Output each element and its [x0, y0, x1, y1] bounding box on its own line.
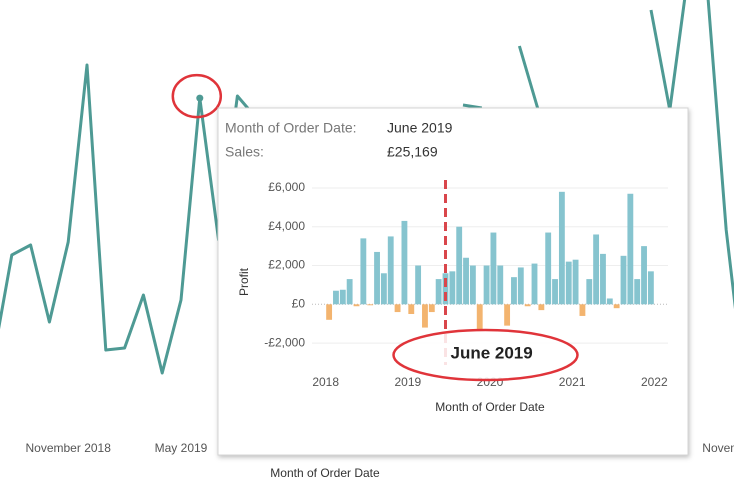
profit-bar: [387, 236, 394, 305]
profit-bar: [326, 304, 333, 320]
profit-bar: [586, 279, 593, 305]
profit-bar: [346, 279, 353, 305]
profit-bar: [435, 279, 442, 305]
profit-bar: [545, 232, 552, 305]
y-tick-label: -£2,000: [264, 335, 305, 349]
profit-bar: [401, 220, 408, 305]
profit-bar: [641, 246, 647, 305]
profit-bar: [552, 279, 558, 305]
profit-bar: [374, 251, 380, 305]
profit-bar: [469, 265, 476, 305]
profit-bar: [606, 298, 613, 305]
tooltip-value: June 2019: [387, 120, 453, 136]
sales-line: [0, 0, 734, 375]
profit-bar: [353, 304, 360, 307]
profit-bar: [367, 304, 374, 306]
profit-bar: [449, 271, 456, 305]
profit-bar: [360, 238, 367, 305]
profit-bar: [415, 265, 422, 305]
tooltip: Month of Order Date: June 2019 Sales: £25,1…: [217, 107, 689, 456]
x-tick-label: November 2021: [702, 441, 734, 455]
profit-bar: [333, 290, 339, 305]
x-tick-label: May 2019: [155, 441, 208, 455]
profit-bar: [538, 304, 545, 311]
profit-bar: [428, 304, 435, 313]
profit-bar: [627, 193, 634, 305]
y-tick-label: £2,000: [268, 258, 305, 272]
profit-bar: [422, 304, 428, 328]
x-tick-label: 2018: [312, 375, 339, 389]
tooltip-label: Sales:: [225, 144, 264, 160]
x-tick-label: November 2018: [26, 441, 112, 455]
x-axis-title: Month of Order Date: [435, 400, 545, 414]
annotation-ring: [392, 328, 579, 382]
profit-bar: [490, 232, 497, 305]
profit-bar: [497, 265, 504, 305]
profit-bar: [593, 234, 600, 305]
profit-bar: [517, 267, 524, 305]
highlight-point: [196, 94, 204, 102]
tooltip-value: £25,169: [387, 144, 438, 160]
profit-bar: [476, 304, 483, 330]
profit-bar: [380, 273, 387, 305]
tooltip-label: Month of Order Date:: [225, 120, 357, 136]
profit-bar: [634, 279, 641, 305]
profit-bar: [620, 255, 627, 305]
profit-bar: [504, 304, 511, 326]
profit-bar: [579, 304, 586, 316]
highlight-ring: [171, 73, 223, 119]
y-tick-label: £4,000: [268, 219, 305, 233]
profit-bar: [600, 253, 606, 305]
x-axis-title: Month of Order Date: [270, 466, 380, 480]
y-tick-label: £6,000: [268, 180, 305, 194]
profit-bar: [456, 226, 463, 305]
annotation-label: June 2019: [451, 343, 533, 362]
profit-bar: [408, 304, 415, 314]
profit-bar: [511, 277, 517, 305]
profit-bar: [613, 304, 620, 309]
profit-bar: [483, 265, 490, 305]
profit-bar: [394, 304, 401, 313]
profit-bar: [339, 289, 346, 305]
profit-bar: [647, 271, 654, 305]
profit-bar: [572, 259, 579, 305]
profit-bar: [463, 257, 469, 305]
x-tick-label: 2019: [394, 375, 421, 389]
profit-bar: [531, 263, 538, 305]
profit-bar: [558, 191, 565, 305]
profit-bar: [442, 273, 449, 305]
x-tick-label: 2021: [559, 375, 586, 389]
y-tick-label: £0: [292, 296, 306, 310]
profit-bar: [524, 304, 531, 307]
profit-bar: [565, 261, 572, 305]
y-axis-title: Profit: [237, 267, 251, 296]
x-tick-label: 2022: [641, 375, 668, 389]
